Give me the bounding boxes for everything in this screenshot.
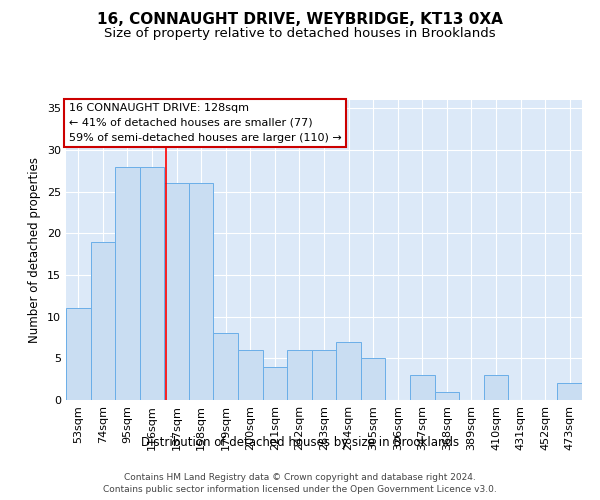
Bar: [164, 184, 189, 400]
Text: Size of property relative to detached houses in Brooklands: Size of property relative to detached ho…: [104, 28, 496, 40]
Y-axis label: Number of detached properties: Number of detached properties: [28, 157, 41, 343]
Bar: [238, 350, 263, 400]
Text: 16 CONNAUGHT DRIVE: 128sqm
← 41% of detached houses are smaller (77)
59% of semi: 16 CONNAUGHT DRIVE: 128sqm ← 41% of deta…: [68, 103, 341, 142]
Bar: [434, 392, 459, 400]
Text: Distribution of detached houses by size in Brooklands: Distribution of detached houses by size …: [141, 436, 459, 449]
Bar: [140, 166, 164, 400]
Bar: [189, 184, 214, 400]
Text: 16, CONNAUGHT DRIVE, WEYBRIDGE, KT13 0XA: 16, CONNAUGHT DRIVE, WEYBRIDGE, KT13 0XA: [97, 12, 503, 28]
Bar: [66, 308, 91, 400]
Text: Contains HM Land Registry data © Crown copyright and database right 2024.: Contains HM Land Registry data © Crown c…: [124, 473, 476, 482]
Bar: [336, 342, 361, 400]
Bar: [214, 334, 238, 400]
Text: Contains public sector information licensed under the Open Government Licence v3: Contains public sector information licen…: [103, 486, 497, 494]
Bar: [115, 166, 140, 400]
Bar: [557, 384, 582, 400]
Bar: [361, 358, 385, 400]
Bar: [91, 242, 115, 400]
Bar: [263, 366, 287, 400]
Bar: [287, 350, 312, 400]
Bar: [410, 375, 434, 400]
Bar: [312, 350, 336, 400]
Bar: [484, 375, 508, 400]
